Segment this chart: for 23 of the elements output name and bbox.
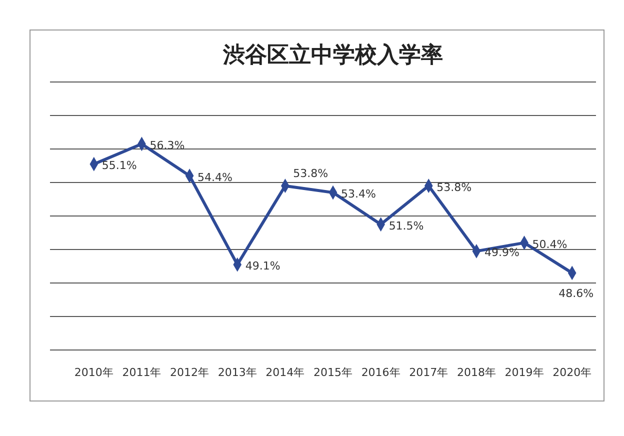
data-label: 50.4% (532, 238, 568, 251)
data-label: 49.1% (245, 260, 280, 273)
data-label: 51.5% (388, 219, 424, 232)
data-label: 53.8% (293, 166, 328, 180)
data-label: 48.6% (558, 286, 594, 300)
x-tick-label: 2017年 (409, 366, 448, 379)
data-label: 56.3% (150, 138, 185, 152)
data-label: 54.4% (198, 170, 232, 184)
x-tick-label: 2011年 (122, 366, 162, 379)
x-tick-label: 2015年 (314, 366, 352, 379)
x-tick-label: 2013年 (218, 366, 257, 379)
x-tick-label: 2020年 (552, 366, 592, 379)
x-tick-label: 2010年 (74, 366, 114, 379)
x-tick-label: 2019年 (504, 366, 544, 379)
data-label: 55.1% (102, 159, 137, 172)
data-label: 49.9% (484, 246, 520, 260)
x-tick-label: 2012年 (170, 366, 210, 379)
chart-title: 渋谷区立中学校入学率 (222, 42, 443, 68)
data-label: 53.8% (436, 180, 472, 194)
x-tick-label: 2016年 (361, 366, 400, 379)
x-tick-label: 2018年 (456, 366, 496, 379)
x-tick-label: 2014年 (266, 366, 305, 379)
data-label: 53.4% (341, 188, 376, 201)
